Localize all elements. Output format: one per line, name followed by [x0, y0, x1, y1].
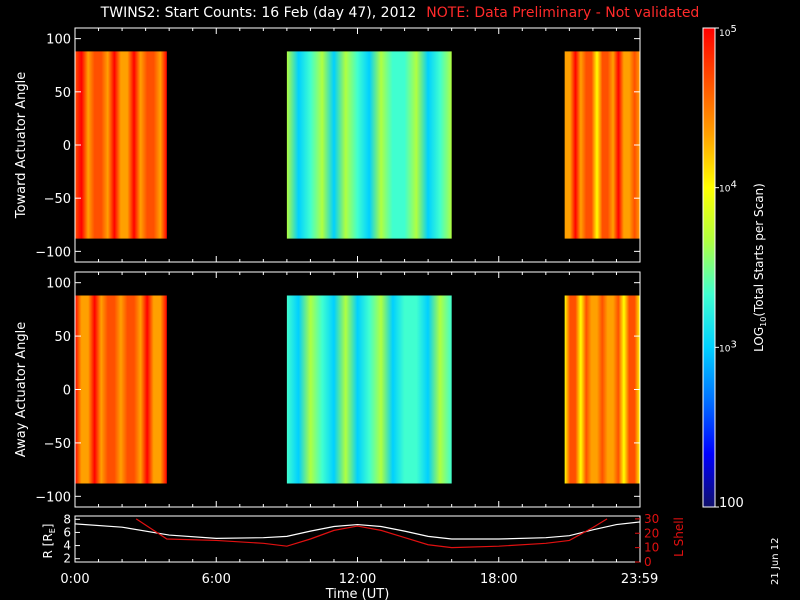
lshell-tick-label: 10 [644, 541, 659, 555]
x-tick-label: 6:00 [202, 572, 231, 587]
scan-block [564, 51, 640, 239]
chart-title: TWINS2: Start Counts: 16 Feb (day 47), 2… [0, 5, 800, 21]
r-tick-label: 4 [63, 539, 71, 553]
x-tick-label: 0:00 [60, 572, 89, 587]
r-tick-label: 2 [63, 552, 71, 566]
title-text: TWINS2: Start Counts: 16 Feb (day 47), 2… [100, 5, 417, 21]
x-tick-label: 23:59 [621, 572, 658, 587]
y-tick-label: −50 [44, 437, 71, 452]
colorbar-label: LOG10(Total Starts per Scan) [752, 183, 768, 352]
scan-block [286, 51, 452, 239]
scan-block [564, 295, 640, 484]
lshell-series-line [135, 518, 608, 549]
lshell-tick-label: 0 [644, 555, 652, 569]
y-tick-label: 100 [46, 33, 71, 48]
lshell-axis-label: L Shell [672, 517, 686, 557]
preliminary-note: NOTE: Data Preliminary - Not validated [426, 5, 700, 21]
x-axis-label: Time (UT) [325, 587, 390, 600]
r-series-line [74, 521, 641, 540]
r-tick-label: 6 [63, 525, 71, 539]
colorbar-tick-label: 104 [719, 180, 737, 195]
y-tick-label: 100 [46, 277, 71, 292]
colorbar-tick-label: 105 [719, 24, 737, 39]
y-tick-label: 0 [63, 384, 71, 399]
x-tick-label: 12:00 [339, 572, 376, 587]
r-tick-label: 8 [63, 512, 71, 526]
y-tick-label: −100 [35, 490, 71, 505]
scan-block [75, 295, 167, 484]
y-tick-label: −50 [44, 192, 71, 207]
orbit-frame [74, 515, 641, 563]
y-axis-label: Away Actuator Angle [14, 322, 29, 457]
scan-block [75, 51, 167, 239]
panel-away: 100 50 0 −50 −100 Away Actuator Angle [14, 271, 641, 508]
date-stamp: 21 Jun 12 [770, 537, 781, 585]
y-tick-label: 50 [54, 86, 71, 101]
y-axis-label: Toward Actuator Angle [14, 72, 29, 219]
x-tick-label: 18:00 [480, 572, 517, 587]
panel-toward: 100 50 0 −50 −100 Toward Actuator Angle [14, 27, 641, 263]
y-tick-label: 0 [63, 139, 71, 154]
colorbar [702, 27, 716, 508]
colorbar-tick-label: 100 [719, 496, 744, 511]
colorbar-tick-label: 103 [719, 339, 737, 354]
r-axis-label: R [RE] [41, 524, 57, 559]
y-tick-label: 50 [54, 330, 71, 345]
scan-block [286, 295, 452, 484]
lshell-tick-label: 20 [644, 526, 659, 540]
lshell-tick-label: 30 [644, 512, 659, 526]
y-tick-label: −100 [35, 245, 71, 260]
